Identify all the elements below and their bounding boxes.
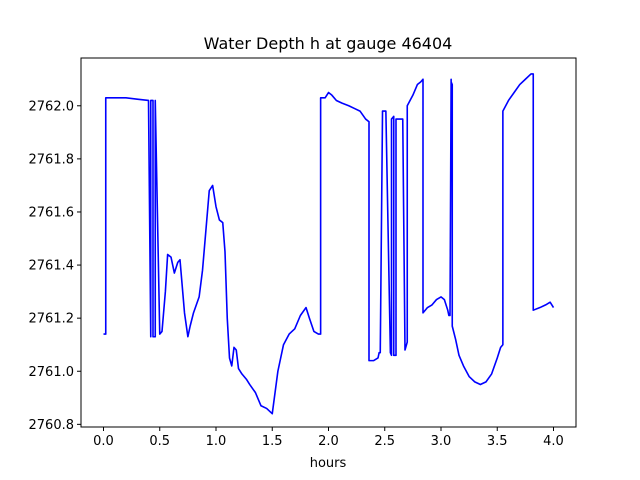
x-tick-label: 2.5 [374,434,395,449]
y-tick-label: 2761.8 [29,152,75,167]
x-tick-label: 3.5 [487,434,508,449]
x-tick-label: 1.5 [262,434,283,449]
y-tick-label: 2761.4 [29,259,75,274]
x-tick-label: 2.0 [318,434,339,449]
y-tick-label: 2761.0 [29,365,75,380]
chart-title: Water Depth h at gauge 46404 [204,34,453,53]
x-axis-label: hours [310,456,347,471]
y-tick-label: 2760.8 [29,418,75,433]
series-line-0 [103,73,555,415]
y-tick-label: 2761.6 [29,205,75,220]
x-tick-label: 3.0 [431,434,452,449]
plot-area [103,73,555,415]
x-tick-label: 1.0 [206,434,227,449]
y-tick-label: 2761.2 [29,312,75,327]
x-tick-label: 0.0 [93,434,114,449]
x-tick-label: 4.0 [543,434,564,449]
y-tick-label: 2762.0 [29,99,75,114]
axes: 0.0 0.5 1.0 1.5 2.0 2.5 3.0 3.5 4.0 2760.8 2761.0 2… [29,57,577,449]
x-tick-label: 0.5 [149,434,170,449]
